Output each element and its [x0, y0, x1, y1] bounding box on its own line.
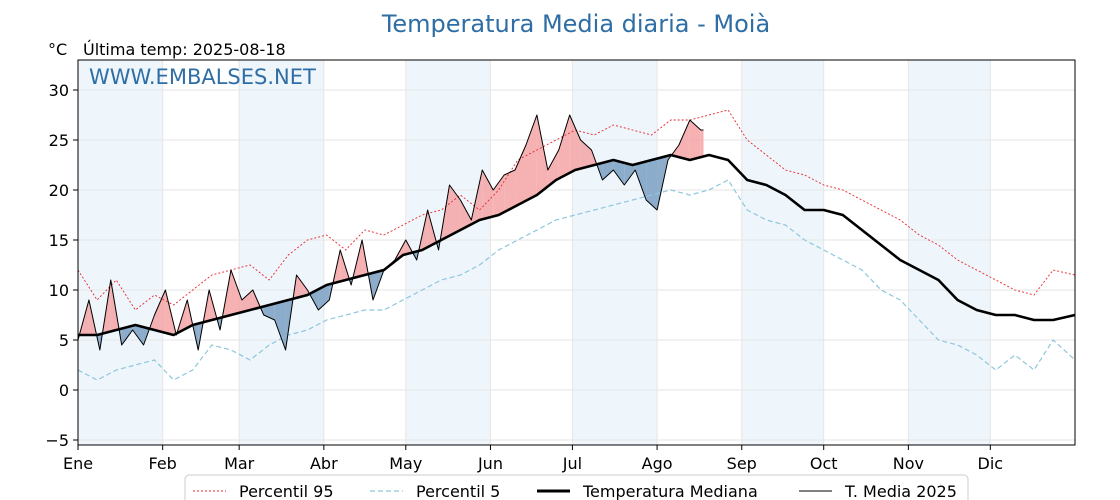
- below-median-fill: [635, 161, 647, 200]
- y-tick-label: 5: [59, 331, 69, 350]
- legend-label-current: T. Media 2025: [844, 482, 957, 500]
- month-band: [908, 60, 991, 445]
- series-line-current: [77, 114, 704, 351]
- y-tick-label: 10: [49, 281, 69, 300]
- below-median-fill: [624, 162, 636, 185]
- y-tick-label: 20: [49, 181, 69, 200]
- x-tick-label: Abr: [310, 454, 338, 473]
- legend-label-p95: Percentil 95: [239, 482, 334, 500]
- above-median-fill: [547, 150, 559, 187]
- below-median-fill: [318, 284, 330, 310]
- above-median-fill: [689, 120, 701, 160]
- y-tick-label: 25: [49, 131, 69, 150]
- x-tick-label: Nov: [893, 454, 924, 473]
- legend-label-p5: Percentil 5: [416, 482, 500, 500]
- above-median-fill: [449, 185, 461, 236]
- watermark: WWW.EMBALSES.NET: [89, 65, 316, 89]
- above-median-fill: [569, 115, 581, 173]
- series-line-median: [78, 153, 1076, 337]
- month-band: [78, 60, 163, 445]
- x-tick-label: Sep: [727, 454, 757, 473]
- above-median-fill: [580, 140, 592, 169]
- legend-box: [184, 474, 969, 500]
- x-tick-label: Dic: [978, 454, 1004, 473]
- below-median-fill: [613, 160, 625, 185]
- above-median-fill: [154, 290, 166, 333]
- y-tick-label: 15: [49, 231, 69, 250]
- legend-label-median: Temperatura Mediana: [582, 482, 758, 500]
- plot-frame: [77, 59, 1076, 446]
- y-tick-label: 30: [49, 81, 69, 100]
- x-tick-label: Jul: [562, 454, 582, 473]
- month-band: [572, 60, 658, 445]
- x-tick-label: Oct: [810, 454, 838, 473]
- x-tick-label: Feb: [149, 454, 177, 473]
- above-median-fill: [700, 130, 704, 158]
- above-median-fill: [536, 115, 548, 195]
- month-band: [239, 60, 324, 445]
- above-median-fill: [241, 290, 253, 313]
- x-tick-label: Ene: [63, 454, 93, 473]
- above-median-fill: [525, 115, 537, 201]
- last-temp-label: Última temp: 2025-08-18: [83, 40, 286, 59]
- unit-label: °C: [48, 40, 67, 59]
- below-median-fill: [309, 289, 319, 310]
- x-axis: Ene Feb Mar Abr May Jun Jul Ago Sep Oct Nov Dic: [63, 445, 1003, 473]
- series-line-p95: [77, 109, 1076, 311]
- below-median-fill: [646, 158, 658, 210]
- below-median-fill: [132, 325, 144, 345]
- month-bands: [78, 60, 991, 445]
- above-median-fill: [678, 120, 690, 160]
- x-tick-label: Jun: [477, 454, 503, 473]
- above-median-fill: [296, 275, 308, 298]
- above-median-fill: [460, 200, 472, 230]
- below-median-fill: [121, 325, 133, 345]
- y-axis: −5 0 5 10 15 20 25 30: [45, 81, 78, 450]
- x-tick-label: Ago: [642, 454, 673, 473]
- series-lines: [77, 109, 1076, 381]
- y-tick-label: 0: [59, 381, 69, 400]
- above-median-fill: [558, 115, 570, 179]
- above-median-fill: [515, 145, 526, 207]
- x-tick-label: Mar: [224, 454, 255, 473]
- x-tick-label: May: [389, 454, 422, 473]
- legend: Percentil 95 Percentil 5 Temperatura Med…: [184, 474, 969, 500]
- above-median-fill: [230, 270, 242, 315]
- month-band: [741, 60, 824, 445]
- y-tick-label: −5: [45, 431, 69, 450]
- above-median-fill: [504, 170, 516, 213]
- above-median-fill: [493, 175, 505, 217]
- above-median-fill: [482, 170, 494, 220]
- month-band: [405, 60, 491, 445]
- chart-title: Temperatura Media diaria - Moià: [381, 10, 770, 38]
- below-median-fill: [602, 160, 614, 180]
